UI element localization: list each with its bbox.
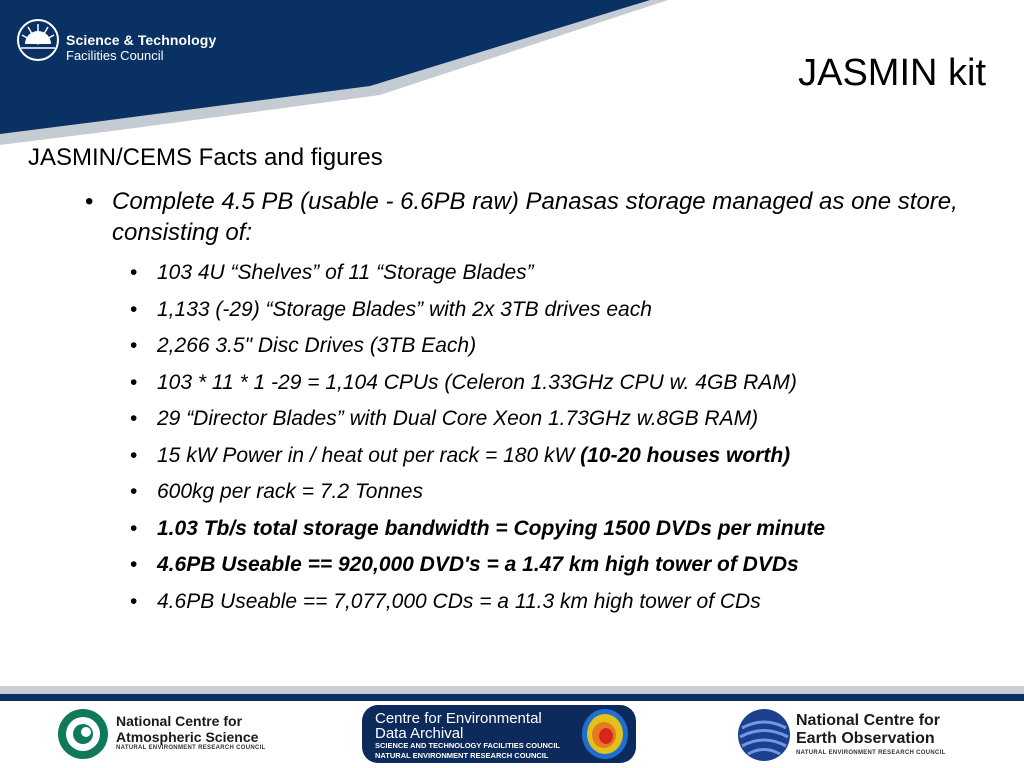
main-bullet: Complete 4.5 PB (usable - 6.6PB raw) Pan… — [85, 186, 992, 248]
sub-bullet: 103 * 11 * 1 -29 = 1,104 CPUs (Celeron 1… — [130, 368, 998, 405]
slide-content: JASMIN/CEMS Facts and figures Complete 4… — [28, 144, 998, 623]
sub-bullet-list: 103 4U “Shelves” of 11 “Storage Blades” … — [130, 258, 998, 624]
sub-bullet: 4.6PB Useable == 920,000 DVD's = a 1.47 … — [130, 550, 998, 587]
nceo-logo: National Centre for Earth Observation NA… — [736, 706, 976, 764]
nceo-name-line2: Earth Observation — [796, 730, 935, 747]
footer-divider-dark — [0, 694, 1024, 701]
slide-title: JASMIN kit — [798, 52, 986, 94]
nceo-subline: NATURAL ENVIRONMENT RESEARCH COUNCIL — [796, 750, 946, 756]
header-banner — [0, 0, 668, 145]
sub-bullet: 1.03 Tb/s total storage bandwidth = Copy… — [130, 514, 998, 551]
sub-bullet: 1,133 (-29) “Storage Blades” with 2x 3TB… — [130, 295, 998, 332]
ceda-subline2: NATURAL ENVIRONMENT RESEARCH COUNCIL — [375, 751, 549, 760]
org-name-line1: Science & Technology — [66, 32, 217, 48]
content-heading: JASMIN/CEMS Facts and figures — [28, 144, 383, 171]
ceda-badge-icon — [362, 705, 636, 763]
sub-bullet: 29 “Director Blades” with Dual Core Xeon… — [130, 404, 998, 441]
stfc-logo-icon — [17, 19, 59, 61]
ceda-name-line2: Data Archival — [375, 725, 464, 742]
sub-bullet: 4.6PB Useable == 7,077,000 CDs = a 11.3 … — [130, 587, 998, 624]
ceda-name-line1: Centre for Environmental — [375, 710, 542, 727]
nceo-globe-icon — [738, 709, 790, 761]
ncas-name-line1: National Centre for — [116, 713, 243, 729]
sub-bullet: 2,266 3.5" Disc Drives (3TB Each) — [130, 331, 998, 368]
ceda-logo: Centre for Environmental Data Archival S… — [362, 705, 636, 763]
org-name-line2: Facilities Council — [66, 48, 164, 63]
ncas-logo: National Centre for Atmospheric Science … — [56, 706, 296, 762]
footer-divider-light — [0, 686, 1024, 694]
ncas-emblem-icon — [58, 709, 108, 759]
nceo-name-line1: National Centre for — [796, 712, 941, 729]
ncas-subline: NATURAL ENVIRONMENT RESEARCH COUNCIL — [116, 745, 266, 751]
sub-bullet: 600kg per rack = 7.2 Tonnes — [130, 477, 998, 514]
sub-bullet: 103 4U “Shelves” of 11 “Storage Blades” — [130, 258, 998, 295]
ncas-name-line2: Atmospheric Science — [116, 729, 259, 745]
ceda-subline1: SCIENCE AND TECHNOLOGY FACILITIES COUNCI… — [375, 741, 561, 750]
stfc-logo-text: Science & Technology Facilities Council — [66, 32, 216, 64]
sub-bullet: 15 kW Power in / heat out per rack = 180… — [130, 441, 998, 478]
